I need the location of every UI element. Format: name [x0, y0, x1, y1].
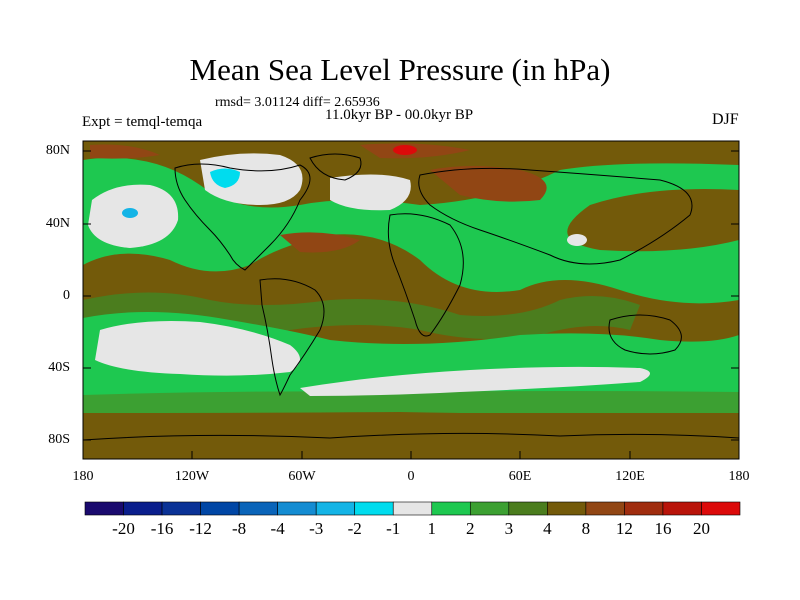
colorbar-swatch: [84, 501, 124, 516]
x-tick-0: 0: [407, 469, 415, 484]
x-tick-180-right: 180: [728, 469, 750, 484]
pale-spot-tibet: [567, 234, 587, 246]
green-band-north: [83, 157, 739, 304]
colorbar-swatch: [200, 501, 240, 516]
colorbar-label: 20: [692, 519, 710, 538]
pale-region-south-atlantic-indian: [300, 366, 650, 396]
high-region-arctic-west: [90, 144, 160, 159]
y-tick-80n: 80N: [45, 143, 70, 158]
pale-region-south-pacific: [95, 321, 300, 376]
x-tick-60e: 60E: [508, 469, 532, 484]
cyan-region-north-america: [210, 168, 240, 188]
y-tick-80s: 80S: [48, 432, 70, 447]
colorbar-swatch: [431, 501, 471, 516]
colorbar-label: 4: [543, 519, 552, 538]
cyan-spot-north-pacific: [122, 208, 138, 218]
colorbar-label: -1: [386, 519, 401, 538]
y-tick-40n: 40N: [45, 216, 70, 231]
colorbar-swatch: [701, 501, 741, 516]
colorbar-label: 2: [466, 519, 475, 538]
colorbar-swatch: [315, 501, 356, 516]
pale-region-north-america: [200, 153, 303, 205]
map-title: Mean Sea Level Pressure (in hPa): [189, 52, 611, 87]
high-spot-arctic: [393, 145, 417, 155]
high-region-eurasia: [430, 166, 547, 202]
experiment-label: Expt = temql-temqa: [82, 114, 203, 130]
pressure-field: [83, 141, 739, 459]
colorbar-label: -12: [189, 519, 212, 538]
colorbar-label: -20: [112, 519, 135, 538]
pale-region-greenland-europe: [330, 174, 411, 211]
colorbar-swatch: [624, 501, 664, 516]
colorbar-label: 3: [504, 519, 514, 538]
colorbar-label: -3: [309, 519, 324, 538]
colorbar-swatch: [161, 501, 201, 516]
time-period-label: 11.0kyr BP - 00.0kyr BP: [325, 107, 474, 123]
colorbar-label: 8: [581, 519, 591, 538]
colorbar-label: -4: [270, 519, 285, 538]
colorbar: [84, 501, 741, 516]
colorbar-label: 16: [654, 519, 672, 538]
coastlines: [83, 153, 739, 441]
x-tick-120e: 120E: [615, 469, 645, 484]
y-tick-0: 0: [63, 288, 70, 303]
y-tick-40s: 40S: [48, 360, 70, 375]
colorbar-label: 12: [615, 519, 633, 538]
colorbar-swatch: [277, 501, 317, 516]
x-tick-60w: 60W: [288, 469, 316, 484]
colorbar-label: -16: [150, 519, 174, 538]
x-tick-120w: 120W: [174, 469, 210, 484]
high-region-north-atlantic: [280, 232, 360, 253]
colorbar-swatch: [585, 501, 625, 516]
olive-band-south: [83, 391, 739, 415]
colorbar-swatch: [508, 501, 548, 516]
colorbar-swatch: [354, 501, 394, 516]
colorbar-swatch: [469, 501, 510, 516]
season-label: DJF: [712, 111, 739, 128]
colorbar-swatch: [547, 501, 587, 516]
axis-ticks: [83, 150, 739, 459]
colorbar-swatch: [238, 501, 278, 516]
colorbar-label: -2: [347, 519, 362, 538]
colorbar-swatch: [123, 501, 163, 516]
colorbar-swatch: [392, 501, 433, 516]
colorbar-label: 1: [427, 519, 437, 538]
x-tick-180-left: 180: [72, 469, 94, 484]
rmsd-diff-stats: rmsd= 3.01124 diff= 2.65936: [215, 95, 380, 110]
colorbar-swatch: [662, 501, 702, 516]
colorbar-label: -8: [232, 519, 247, 538]
